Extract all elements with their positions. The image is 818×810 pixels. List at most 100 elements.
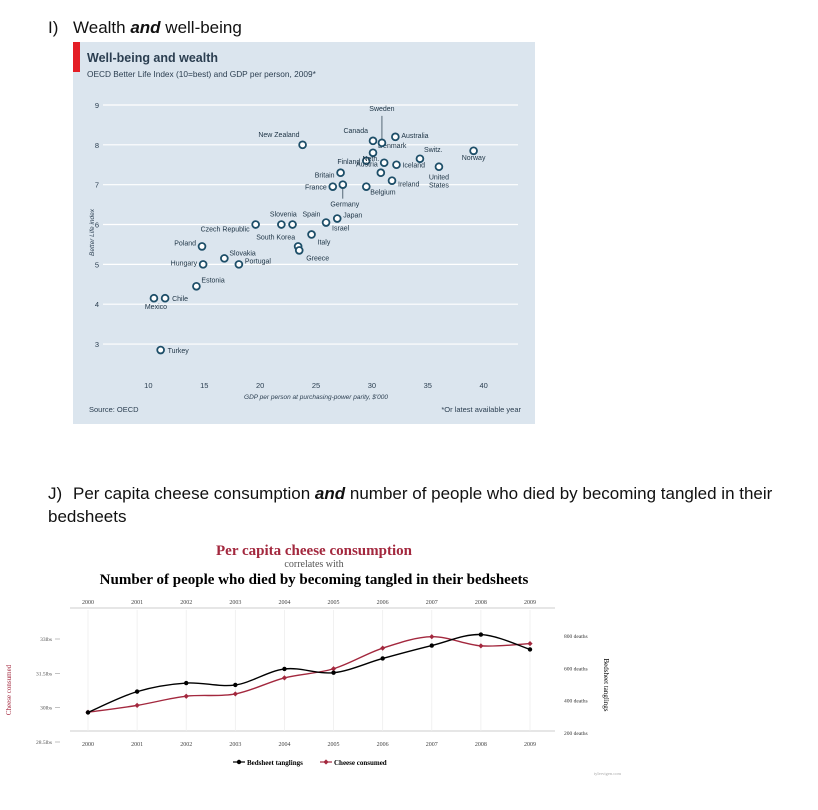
- top-year-label: 2000: [82, 600, 94, 606]
- point-estonia: [192, 281, 201, 291]
- legend-label-cheese: Cheese consumed: [334, 759, 387, 767]
- scatter-plot: 3 4 5 6 7 8 9 10 15 20 25 30 35 40 GDP per person at p…: [89, 101, 518, 401]
- label-estonia: Estonia: [201, 277, 224, 284]
- accent-bar: [73, 42, 80, 72]
- bottom-year-label: 2000: [82, 742, 94, 748]
- label-neth: Neth.: [362, 156, 379, 163]
- y-tick-label: 9: [95, 101, 99, 110]
- point-bedsheet: [282, 666, 287, 672]
- label-belgium: Belgium: [370, 190, 395, 197]
- point-bedsheet: [85, 710, 91, 715]
- bottom-year-label: 2009: [524, 742, 536, 748]
- point-slovenia: [277, 220, 286, 229]
- label-britain: Britain: [315, 173, 335, 180]
- top-year-label: 2009: [524, 600, 536, 606]
- y-tick-label: 8: [95, 141, 99, 150]
- point-mexico: [149, 293, 159, 303]
- label-new-zealand: New Zealand: [258, 132, 299, 139]
- bottom-year-label: 2004: [278, 742, 290, 748]
- point-denmark: [368, 148, 378, 158]
- section-j-label: J): [48, 484, 63, 503]
- x-tick-label: 20: [256, 381, 264, 390]
- section-i-title-em: and: [130, 18, 161, 37]
- label-germany: Germany: [330, 202, 359, 209]
- top-year-label: 2001: [131, 600, 143, 606]
- label-slovenia: Slovenia: [270, 212, 297, 219]
- right-tick-label: 200 deaths: [564, 731, 588, 737]
- bottom-year-label: 2008: [475, 742, 487, 748]
- point-finland: [361, 156, 371, 166]
- label-turkey: Turkey: [168, 348, 190, 355]
- legend-label-bedsheet: Bedsheet tanglings: [247, 759, 303, 767]
- point-bedsheet: [527, 647, 533, 652]
- left-tick-label: 33lbs: [40, 637, 52, 643]
- label-iceland: Iceland: [402, 163, 425, 170]
- label-chile: Chile: [172, 296, 188, 303]
- label-portugal: Portugal: [245, 258, 272, 265]
- x-tick-label: 15: [200, 381, 208, 390]
- wellbeing-wealth-chart: Well-being and wealth OECD Better Life I…: [73, 42, 535, 424]
- legend-marker-cheese: [323, 759, 329, 765]
- series-line-cheese: [87, 636, 531, 713]
- label-australia: Australia: [401, 133, 428, 140]
- point-bedsheet: [478, 632, 484, 637]
- chart2-subtitle: Number of people who died by becoming ta…: [100, 572, 529, 588]
- left-tick-label: 28.5lbs: [36, 740, 52, 746]
- x-tick-label: 35: [424, 381, 432, 390]
- x-tick-label: 40: [479, 381, 487, 390]
- point-new-zealand: [298, 140, 307, 150]
- point-neth: [379, 158, 389, 168]
- point-portugal: [234, 260, 244, 269]
- left-tick-label: 30lbs: [40, 706, 52, 712]
- point-bedsheet: [331, 670, 336, 675]
- label-japan: Japan: [343, 213, 362, 220]
- section-i-label: I): [48, 18, 59, 37]
- point-switz: [415, 154, 425, 164]
- right-tick-label: 400 deaths: [564, 699, 588, 705]
- x-tick-label: 25: [312, 381, 320, 390]
- label-south-korea: South Korea: [256, 234, 295, 241]
- point-bedsheet: [233, 682, 238, 688]
- right-tick-label: 800 deaths: [564, 634, 588, 640]
- point-cheese: [183, 693, 189, 699]
- label-hungary: Hungary: [171, 260, 198, 267]
- section-j-title-em: and: [314, 484, 346, 503]
- bottom-year-label: 2002: [180, 742, 192, 748]
- label-canada: Canada: [343, 128, 368, 135]
- section-i-title-post: well-being: [160, 18, 242, 37]
- point-bedsheet: [134, 689, 140, 694]
- point-france: [328, 182, 338, 191]
- point-greece: [294, 246, 304, 255]
- credit: tylervigen.com: [594, 771, 622, 776]
- y-tick-label: 7: [95, 181, 99, 190]
- section-i-heading: I) Wealth and well-being: [48, 18, 242, 38]
- bottom-year-label: 2003: [229, 742, 241, 748]
- label-united-states: United States: [429, 175, 450, 190]
- point-italy: [307, 230, 316, 239]
- section-j-title-post: number of people who died by becoming ta…: [48, 484, 773, 526]
- right-tick-label: 600 deaths: [564, 666, 588, 672]
- point-cheese: [134, 702, 140, 708]
- y-tick-label: 6: [95, 221, 99, 230]
- left-axis-title: Cheese consumed: [5, 664, 13, 715]
- label-finland: Finland: [337, 159, 360, 166]
- chart2-connector: correlates with: [284, 559, 343, 570]
- top-year-label: 2005: [328, 600, 340, 606]
- point-turkey: [156, 345, 165, 355]
- chart1-subtitle: OECD Better Life Index (10=best) and GDP…: [87, 69, 316, 79]
- point-israel: [321, 218, 331, 227]
- label-czech-republic: Czech Republic: [201, 227, 251, 234]
- left-tick-label: 31.5lbs: [36, 671, 52, 677]
- point-britain: [336, 168, 345, 178]
- x-axis-title: GDP per person at purchasing-power parit…: [244, 394, 388, 401]
- point-cheese: [232, 691, 238, 697]
- top-year-label: 2003: [229, 600, 241, 606]
- point-iceland: [392, 160, 401, 170]
- point-norway: [469, 146, 478, 156]
- cheese-bedsheet-chart: Per capita cheese consumption correlates …: [0, 535, 818, 810]
- chart1-title: Well-being and wealth: [87, 51, 219, 65]
- point-united-states: [434, 162, 444, 172]
- chart2-title: Per capita cheese consumption: [216, 543, 413, 559]
- label-mexico: Mexico: [145, 304, 167, 311]
- section-j-title-pre: Per capita cheese consumption: [73, 484, 315, 503]
